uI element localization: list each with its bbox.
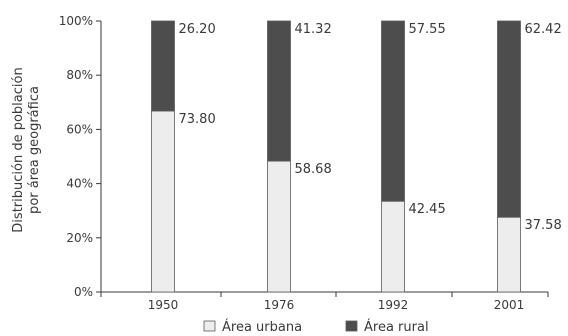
- y-tick-label: 80%: [66, 68, 93, 82]
- bar-urbana-1950: [151, 110, 175, 293]
- data-label-rural-1976: 41.32: [295, 22, 332, 37]
- axes: 0% 20% 40% 60% 80% 100% 1950 1976 1992 2001: [59, 14, 549, 312]
- data-label-rural-2001: 62.42: [525, 22, 562, 37]
- x-tick-label-1976: 1976: [264, 298, 295, 312]
- y-axis-title-line: Distribución de población: [11, 67, 26, 232]
- data-label-urbana-1976: 58.68: [295, 162, 332, 177]
- x-tick-label-2001: 2001: [494, 298, 525, 312]
- y-tick-label: 60%: [66, 122, 93, 136]
- data-label-urbana-1992: 42.45: [409, 202, 446, 217]
- legend-swatch-urbana: [203, 320, 216, 332]
- x-tick-label-1992: 1992: [378, 298, 409, 312]
- data-label-urbana-1950: 73.80: [179, 112, 216, 127]
- data-label-rural-1992: 57.55: [409, 22, 446, 37]
- y-tick-label: 20%: [66, 231, 93, 245]
- bar-rural-1950: [151, 20, 175, 112]
- data-label-urbana-2001: 37.58: [525, 218, 562, 233]
- y-axis-title-line: por área geográfica: [27, 86, 42, 214]
- y-tick-label: 100%: [59, 14, 93, 28]
- bar-rural-1992: [381, 20, 405, 202]
- bar-urbana-2001: [497, 216, 521, 293]
- y-axis-title: Distribución de población por área geográ…: [11, 67, 42, 232]
- bar-urbana-1976: [267, 160, 291, 293]
- bar-urbana-1992: [381, 200, 405, 293]
- data-labels: 73.80 26.20 58.68 41.32 42.45 57.55 37.58 62.42: [179, 22, 562, 233]
- legend: Área urbana Área rural: [203, 319, 429, 335]
- data-label-rural-1950: 26.20: [179, 22, 216, 37]
- y-tick-label: 40%: [66, 177, 93, 191]
- legend-swatch-rural: [345, 320, 358, 332]
- y-tick-label: 0%: [74, 285, 93, 299]
- bars: [151, 20, 521, 293]
- legend-label-rural: Área rural: [364, 319, 429, 335]
- y-axis-title-group: Distribución de población por área geográ…: [11, 67, 42, 232]
- legend-label-urbana: Área urbana: [222, 319, 302, 335]
- bar-rural-1976: [267, 20, 291, 162]
- bar-rural-2001: [497, 20, 521, 218]
- x-tick-label-1950: 1950: [148, 298, 179, 312]
